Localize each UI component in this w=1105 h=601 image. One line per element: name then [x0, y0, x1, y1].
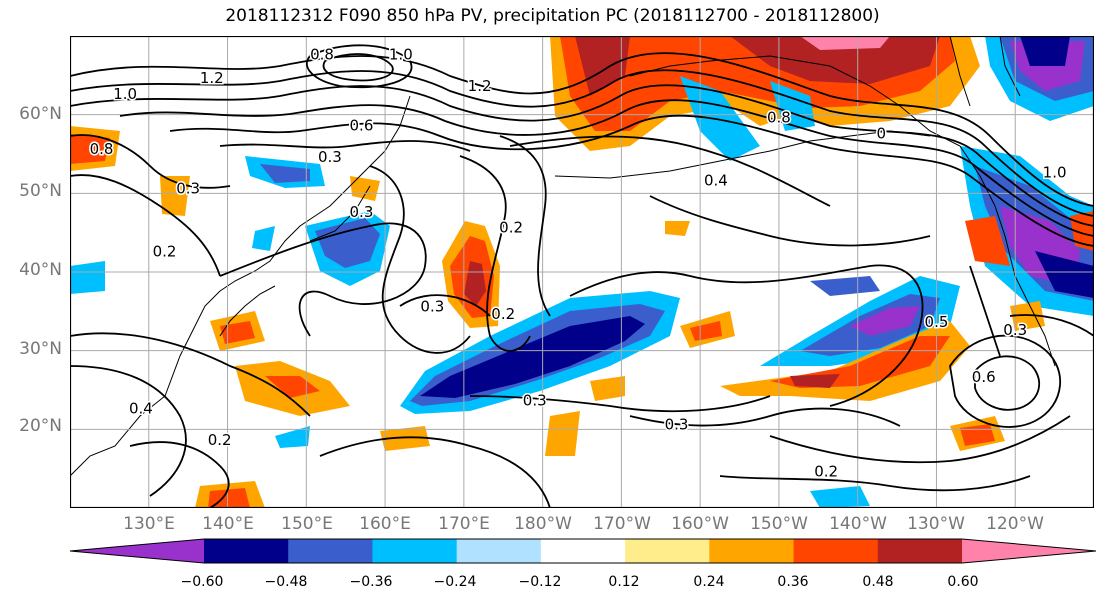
- contour-label: 0.5: [925, 313, 949, 331]
- contour-label-layer: 0.8 1.0 1.2 1.2 1.0 0.8 0.6 0.3 0.3 0.3 0.2 0.2 0.3 0…: [88, 44, 1068, 482]
- contour-label: 0.6: [350, 116, 374, 134]
- colorbar-tick-label: 0.48: [862, 574, 894, 590]
- lon-label: 150°W: [750, 514, 808, 534]
- colorbar-cell: [793, 539, 879, 563]
- lon-label: 130°E: [123, 514, 175, 534]
- contour-label: 0.4: [704, 171, 728, 189]
- contour-label: 0.8: [767, 109, 791, 127]
- colorbar-cell: [540, 539, 626, 563]
- contour-label: 0.3: [1003, 321, 1027, 339]
- contour-label: 1.2: [468, 77, 492, 95]
- colorbar-outline: [69, 538, 1097, 564]
- colorbar-cell: [456, 539, 542, 563]
- contour-label: 0.3: [420, 297, 444, 315]
- lat-label: 60°N: [19, 104, 62, 124]
- lon-label: 140°W: [829, 514, 887, 534]
- map-panel[interactable]: 0.8 1.0 1.2 1.2 1.0 0.8 0.6 0.3 0.3 0.3 0.2 0.2 0.3 0…: [70, 36, 1094, 508]
- page-title: 2018112312 F090 850 hPa PV, precipitatio…: [225, 6, 880, 26]
- contour-label: 0.2: [814, 463, 838, 481]
- colorbar-tick-label: −0.12: [518, 574, 562, 590]
- colorbar: [69, 538, 1097, 564]
- contour-label: 0.2: [499, 219, 523, 237]
- colorbar-tick-label: −0.48: [264, 574, 308, 590]
- colorbar-tick-label: −0.36: [349, 574, 393, 590]
- contour-label: 0.8: [310, 46, 334, 64]
- contour-label: 0.3: [176, 179, 200, 197]
- precip-fill-layer: [70, 36, 1094, 508]
- lon-label: 180°W: [514, 514, 572, 534]
- lon-label: 160°E: [359, 514, 411, 534]
- lat-label: 20°N: [19, 416, 62, 436]
- contour-label: 0.2: [208, 431, 232, 449]
- contour-label: 0.8: [90, 140, 114, 158]
- colorbar-tick-label: 0.12: [608, 574, 640, 590]
- contour-label: 1.0: [389, 46, 413, 64]
- contour-label: 1.2: [200, 69, 224, 87]
- contour-label: 1.0: [113, 85, 137, 103]
- lon-label: 140°E: [202, 514, 254, 534]
- colorbar-cell: [70, 539, 204, 563]
- colorbar-tick-label: 0.24: [693, 574, 725, 590]
- contour-label: 0.3: [350, 203, 374, 221]
- lon-label: 130°W: [907, 514, 965, 534]
- contour-label: 0.3: [523, 392, 547, 410]
- lon-label: 170°E: [438, 514, 490, 534]
- colorbar-tick-label: 0.36: [777, 574, 809, 590]
- lat-label: 30°N: [19, 339, 62, 359]
- lon-label: 160°W: [671, 514, 729, 534]
- colorbar-tick-label: −0.24: [433, 574, 477, 590]
- contour-label: 0.3: [665, 415, 689, 433]
- contour-label: 0.3: [318, 148, 342, 166]
- colorbar-cell: [372, 539, 458, 563]
- colorbar-cell: [204, 539, 289, 563]
- pv-contour-layer: [70, 44, 1094, 508]
- colorbar-cell: [288, 539, 373, 563]
- contour-label: 1.0: [1043, 164, 1067, 182]
- contour-label: 0.4: [129, 400, 153, 418]
- contour-label: 0.2: [491, 305, 515, 323]
- contour-label: 0.2: [153, 242, 177, 260]
- colorbar-tick-label: −0.60: [180, 574, 224, 590]
- colorbar-cell: [709, 539, 795, 563]
- colorbar-tick-label: 0.60: [947, 574, 979, 590]
- lat-label: 50°N: [19, 181, 62, 201]
- colorbar-cell: [625, 539, 710, 563]
- contour-label: 0.6: [972, 368, 996, 386]
- lon-label: 120°W: [986, 514, 1044, 534]
- colorbar-cell: [962, 539, 1096, 563]
- colorbar-cell: [877, 539, 963, 563]
- graticule: [70, 36, 1094, 508]
- contour-label: 0: [877, 124, 887, 142]
- lon-label: 150°E: [281, 514, 333, 534]
- lat-label: 40°N: [19, 260, 62, 280]
- lon-label: 170°W: [593, 514, 651, 534]
